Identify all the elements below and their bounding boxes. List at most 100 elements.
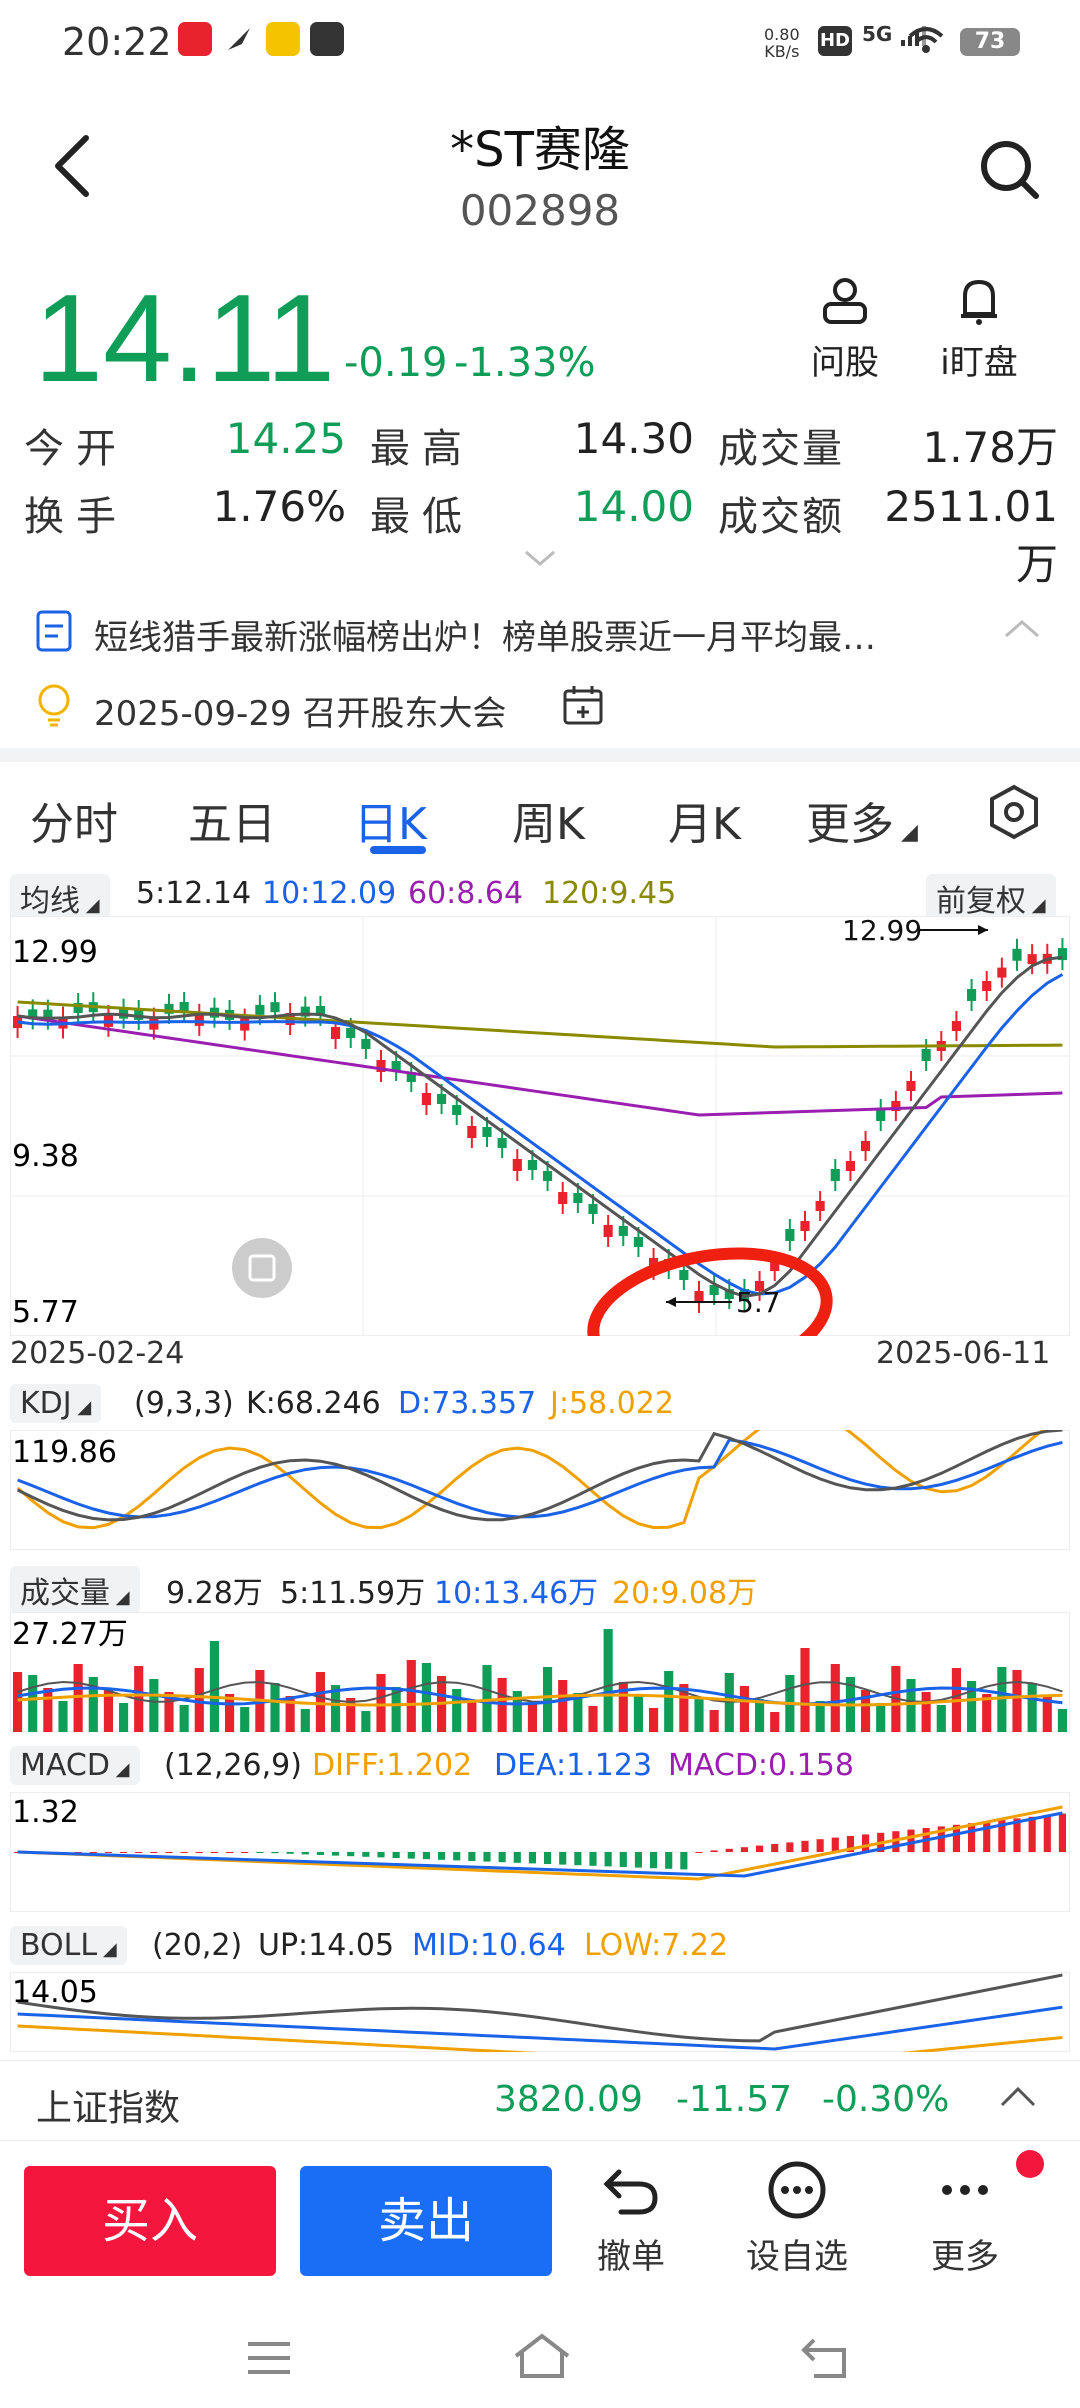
expand-stats-button[interactable] — [524, 548, 556, 572]
macd-bar — [468, 1852, 476, 1861]
macd-chart[interactable]: 1.32 — [10, 1792, 1070, 1912]
macd-bar — [862, 1834, 870, 1852]
macd-bar — [968, 1823, 976, 1852]
bell-icon — [961, 279, 997, 325]
drawing-tool-button[interactable] — [232, 1238, 292, 1298]
candle — [376, 1060, 386, 1072]
back-nav-button[interactable] — [800, 2334, 850, 2384]
volume-bar — [543, 1667, 553, 1732]
macd-selector[interactable]: MACD ◢ — [10, 1746, 140, 1785]
news-headline[interactable]: 短线猎手最新涨幅榜出炉！榜单股票近一月平均最… — [94, 618, 876, 658]
volume-bar — [861, 1690, 871, 1732]
macd-top-value: 1.32 — [12, 1795, 79, 1830]
tab-daily-k[interactable]: 日K — [354, 799, 427, 850]
kdj-chart[interactable]: 119.86 — [10, 1430, 1070, 1550]
hexagon-settings-icon — [990, 784, 1038, 840]
macd-value: MACD:0.158 — [668, 1748, 854, 1783]
y-tick-top: 12.99 — [12, 935, 98, 970]
candle — [28, 1009, 38, 1020]
macd-bar — [422, 1852, 430, 1860]
menu-nav-button[interactable] — [244, 2338, 294, 2382]
candle — [1027, 954, 1037, 965]
candle — [618, 1226, 628, 1236]
event-text: 2025-09-29 召开股东大会 — [94, 694, 507, 734]
search-button[interactable] — [978, 138, 1042, 206]
macd-bar — [740, 1847, 748, 1852]
boll-params: (20,2) — [152, 1928, 243, 1963]
volume-bar — [830, 1664, 840, 1732]
stat-value-open: 14.25 — [225, 414, 346, 463]
tab-weekly-k[interactable]: 周K — [512, 799, 585, 850]
volume-chart[interactable]: 27.27万 — [10, 1612, 1070, 1732]
hd-badge: HD — [818, 26, 852, 56]
boll-up-line — [17, 1973, 1063, 2043]
volume-bar — [770, 1712, 780, 1732]
buy-button[interactable]: 买入 — [24, 2166, 276, 2276]
kdj-selector[interactable]: KDJ ◢ — [10, 1384, 102, 1423]
tab-more[interactable]: 更多 ◢ — [806, 799, 918, 850]
macd-bar — [362, 1852, 370, 1857]
macd-bar — [786, 1842, 794, 1852]
volume-bar — [270, 1683, 280, 1732]
sell-button[interactable]: 卖出 — [300, 2166, 552, 2276]
candle — [891, 1101, 901, 1111]
candle — [73, 1002, 83, 1013]
ma10-line — [17, 973, 1064, 1296]
volume-bar — [982, 1694, 992, 1732]
candle — [921, 1049, 931, 1061]
tab-five-day[interactable]: 五日 — [188, 799, 276, 850]
status-time: 20:22 — [62, 20, 172, 64]
macd-dea-line — [17, 1811, 1063, 1878]
bulb-icon — [36, 684, 72, 732]
volume-bar — [179, 1705, 189, 1732]
boll-selector[interactable]: BOLL ◢ — [10, 1926, 127, 1965]
index-ticker[interactable]: 上证指数 3820.09 -11.57 -0.30% — [0, 2060, 1080, 2141]
volume-bar — [936, 1705, 946, 1732]
volume-selector[interactable]: 成交量 ◢ — [10, 1566, 140, 1614]
add-watchlist-button[interactable]: 设自选 — [722, 2160, 872, 2278]
boll-up: UP:14.05 — [258, 1928, 395, 1963]
candle — [770, 1261, 780, 1271]
volume-bar — [88, 1677, 98, 1732]
volume-bar — [361, 1711, 371, 1732]
ask-stock-button[interactable]: 问股 — [790, 276, 900, 384]
volume-bar — [28, 1675, 38, 1732]
macd-bar — [74, 1852, 82, 1853]
volume-bar — [906, 1679, 916, 1732]
ma-indicator-selector[interactable]: 均线 ◢ — [10, 874, 110, 922]
collapse-news-button[interactable] — [1004, 618, 1040, 644]
ma120-line — [17, 1000, 1063, 1049]
index-expand-icon[interactable] — [1000, 2085, 1036, 2113]
volume-bar — [709, 1710, 719, 1732]
chart-settings-button[interactable] — [986, 784, 1042, 844]
more-actions-button[interactable]: 更多 — [890, 2160, 1040, 2278]
cancel-order-button[interactable]: 撤单 — [556, 2160, 706, 2278]
macd-bar — [710, 1850, 718, 1852]
volume-bar — [1057, 1709, 1067, 1732]
boll-chart[interactable]: 14.05 — [10, 1972, 1070, 2052]
adjust-selector[interactable]: 前复权 ◢ — [926, 874, 1056, 922]
tab-monthly-k[interactable]: 月K — [668, 799, 741, 850]
volume-ma5: 5:11.59万 — [280, 1576, 426, 1611]
kdj-j-line — [16, 1430, 1046, 1530]
volume-bar — [103, 1690, 113, 1732]
calendar-add-icon[interactable] — [562, 684, 604, 730]
feather-app-icon — [222, 22, 256, 56]
candle — [982, 981, 992, 991]
tab-intraday[interactable]: 分时 — [30, 799, 118, 850]
watch-button[interactable]: i盯盘 — [924, 276, 1034, 384]
macd-bar — [650, 1852, 658, 1869]
volume-bar — [391, 1687, 401, 1732]
stat-value-high: 14.30 — [573, 414, 694, 463]
home-nav-button[interactable] — [512, 2332, 572, 2386]
ma5-value: 5:12.14 — [136, 876, 252, 911]
back-button[interactable] — [52, 134, 92, 202]
kline-chart[interactable]: 12.99 9.38 5.77 12.99 5.7 — [10, 916, 1070, 1336]
stock-name: *ST赛隆 — [450, 122, 630, 178]
candle — [845, 1161, 855, 1171]
volume-bar — [240, 1707, 250, 1732]
network-rate: 0.80 KB/s — [764, 25, 800, 61]
candle — [1057, 948, 1067, 961]
more-circle-icon — [768, 2161, 826, 2219]
macd-bar — [1043, 1815, 1051, 1852]
